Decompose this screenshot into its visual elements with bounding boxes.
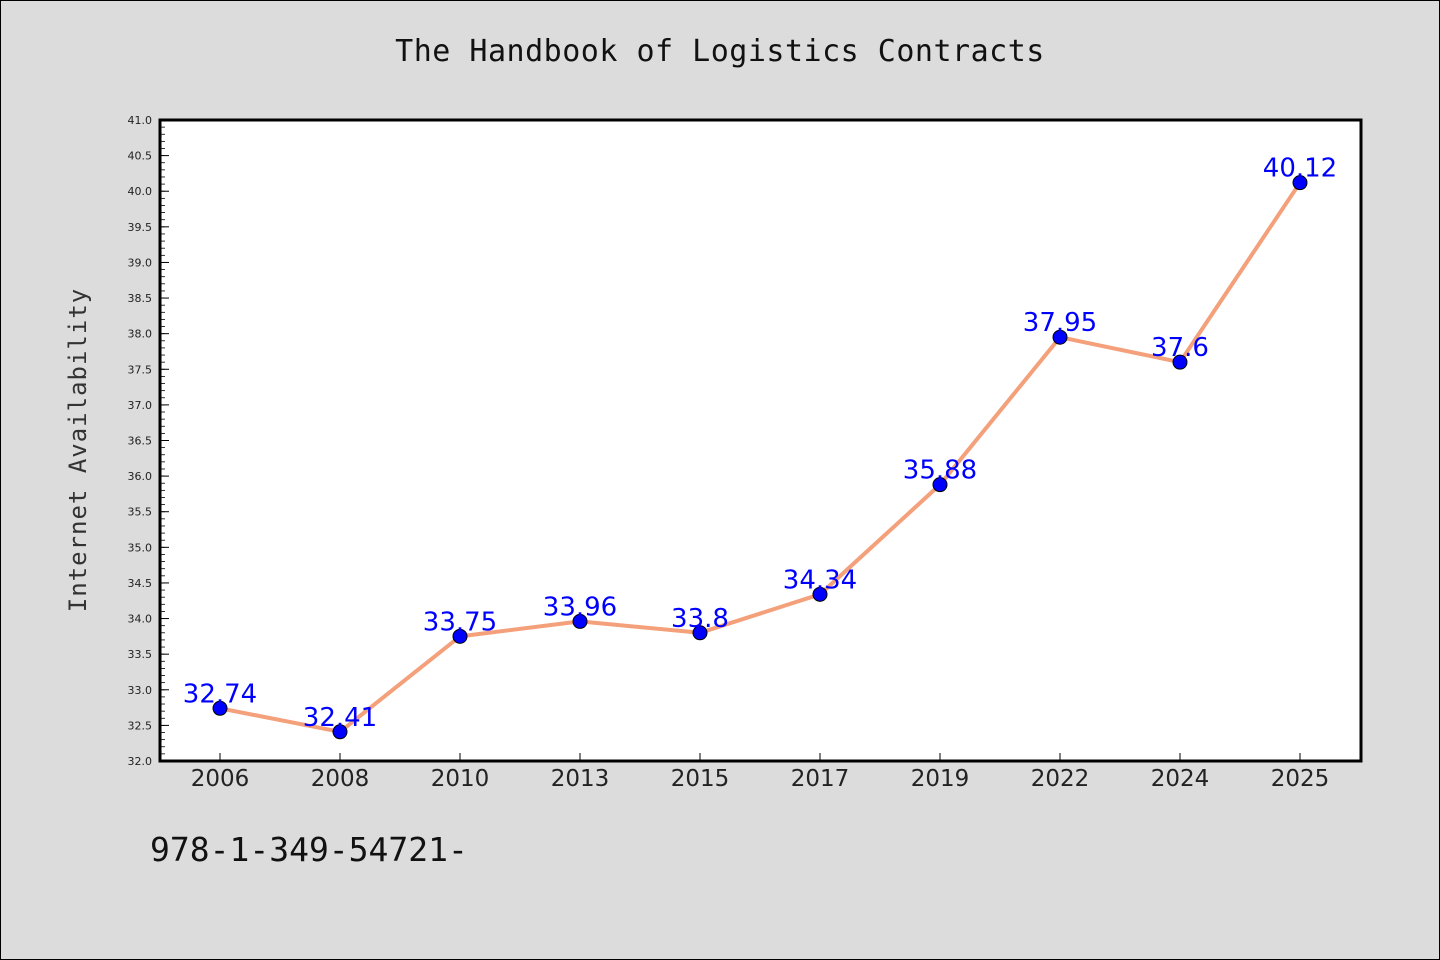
x-tick-label: 2013 xyxy=(551,766,610,792)
x-tick-label: 2015 xyxy=(671,766,730,792)
data-label: 37.95 xyxy=(1023,308,1097,338)
x-tick-label: 2010 xyxy=(431,766,490,792)
y-axis: 32.0 32.5 33.0 33.5 34.0 34.5 35.0 35.5 36.0 36.5… xyxy=(128,114,169,768)
data-point xyxy=(932,477,948,493)
data-label: 40.12 xyxy=(1263,154,1337,184)
y-tick-label: 34.5 xyxy=(128,577,153,590)
y-tick-label: 41.0 xyxy=(128,114,153,127)
y-tick-label: 32.5 xyxy=(128,719,153,732)
data-label: 32.74 xyxy=(183,679,257,709)
y-tick-label: 36.0 xyxy=(128,470,153,483)
y-axis-label: Internet Availability xyxy=(64,288,92,612)
y-tick-label: 33.0 xyxy=(128,684,153,697)
data-labels: 32.74 32.41 33.75 33.96 33.8 34.34 35.88 37.95 3… xyxy=(183,154,1337,733)
plot-area xyxy=(158,118,1363,763)
x-tick-label: 2008 xyxy=(311,766,370,792)
data-label: 35.88 xyxy=(903,456,977,486)
y-tick-label: 37.0 xyxy=(128,399,153,412)
data-point xyxy=(692,625,708,641)
x-tick-label: 2025 xyxy=(1271,766,1330,792)
y-tick-label: 36.5 xyxy=(128,435,153,448)
y-tick-label: 38.5 xyxy=(128,292,153,305)
x-axis: 2006 2008 2010 2013 2015 2017 2019 2022 2024 2025 xyxy=(191,753,1330,792)
series-markers xyxy=(212,175,1308,740)
x-tick-label: 2006 xyxy=(191,766,250,792)
data-point xyxy=(1292,175,1308,191)
x-tick-label: 2017 xyxy=(791,766,850,792)
data-label: 32.41 xyxy=(303,703,377,733)
y-tick-label: 35.0 xyxy=(128,541,153,554)
isbn-text: 978-1-349-54721- xyxy=(150,830,468,869)
data-label: 33.75 xyxy=(423,607,497,637)
data-point xyxy=(572,613,588,629)
y-tick-label: 39.5 xyxy=(128,221,153,234)
y-tick-label: 37.5 xyxy=(128,363,153,376)
y-tick-label: 35.5 xyxy=(128,506,153,519)
y-tick-label: 39.0 xyxy=(128,256,153,269)
y-tick-label: 38.0 xyxy=(128,328,153,341)
y-tick-label: 40.5 xyxy=(128,150,153,163)
data-point xyxy=(212,700,228,716)
x-tick-label: 2022 xyxy=(1031,766,1090,792)
data-point xyxy=(332,724,348,740)
y-tick-label: 33.5 xyxy=(128,648,153,661)
data-point xyxy=(1172,354,1188,370)
data-label: 37.6 xyxy=(1151,333,1209,363)
data-label: 33.96 xyxy=(543,592,617,622)
y-tick-label: 34.0 xyxy=(128,613,153,626)
y-tick-label: 32.0 xyxy=(128,755,153,768)
data-label: 33.8 xyxy=(671,604,729,634)
data-point xyxy=(452,628,468,644)
series-line xyxy=(219,181,1302,734)
data-point xyxy=(812,586,828,602)
y-tick-label: 40.0 xyxy=(128,185,153,198)
data-label: 34.34 xyxy=(783,565,857,595)
x-tick-label: 2024 xyxy=(1151,766,1210,792)
data-point xyxy=(1052,329,1068,345)
chart-title: The Handbook of Logistics Contracts xyxy=(395,34,1045,69)
x-tick-label: 2019 xyxy=(911,766,970,792)
series-polyline xyxy=(219,181,1302,734)
